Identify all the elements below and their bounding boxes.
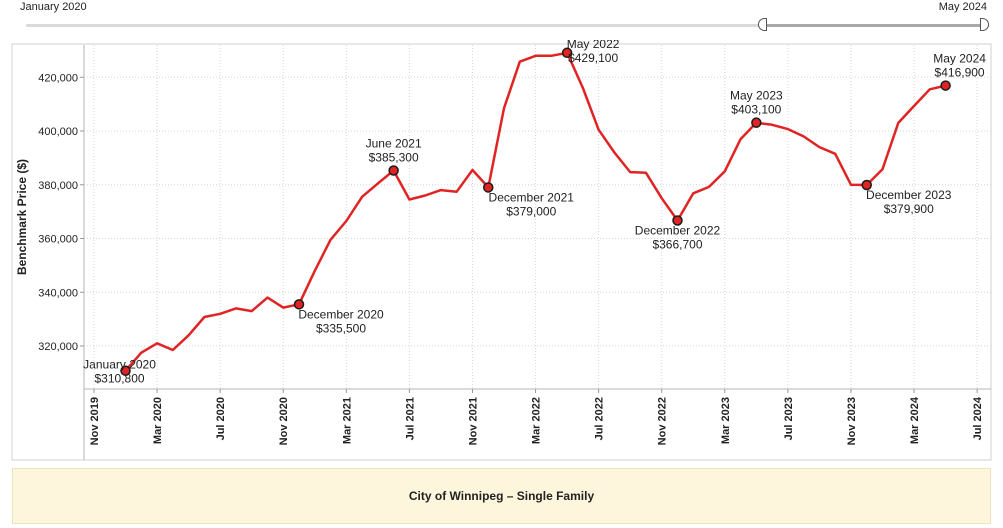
- annotation-marker: [561, 47, 573, 59]
- annotation-marker: [861, 179, 872, 191]
- chart-frame: [11, 43, 992, 461]
- annotation-price: $403,100: [731, 103, 781, 117]
- date-range-slider-selection: [762, 24, 984, 27]
- x-tick-label: Jul 2024: [972, 396, 984, 440]
- x-tick-label: Jul 2023: [783, 397, 795, 440]
- y-tick-label: 360,000: [38, 234, 78, 246]
- region-title-panel: City of Winnipeg – Single Family: [12, 468, 991, 524]
- y-axis-title: Benchmark Price ($): [15, 159, 29, 275]
- y-tick-label: 420,000: [38, 72, 78, 84]
- annotation-price: $379,000: [506, 204, 556, 218]
- y-tick-label: 320,000: [38, 341, 78, 353]
- annotation-month: December 2023: [866, 188, 952, 202]
- annotation-month: December 2021: [489, 190, 575, 204]
- x-tick-label: Mar 2024: [909, 396, 921, 444]
- annotation-marker: [120, 365, 131, 376]
- x-tick-label: Jul 2022: [594, 397, 606, 440]
- date-range-slider-track[interactable]: [26, 24, 986, 27]
- x-tick-label: Nov 2023: [846, 397, 858, 445]
- annotation-price: $310,800: [95, 372, 145, 386]
- annotation-marker: [483, 182, 494, 193]
- annotation-price: $335,500: [316, 321, 366, 335]
- annotation-price: $366,700: [652, 237, 702, 251]
- slider-end-label: May 2024: [938, 1, 987, 13]
- slider-start-label: January 2020: [20, 1, 87, 13]
- x-tick-label: Nov 2019: [89, 397, 101, 445]
- slider-end-handle[interactable]: [980, 18, 989, 31]
- y-tick-label: 380,000: [38, 180, 78, 192]
- annotation-marker: [940, 80, 951, 91]
- annotation-month: December 2022: [635, 223, 721, 237]
- price-line: [124, 51, 946, 372]
- annotation-price: $416,900: [935, 66, 985, 80]
- y-tick-label: 340,000: [38, 287, 78, 299]
- annotation-month: December 2020: [298, 307, 384, 321]
- annotation-marker: [293, 299, 305, 310]
- x-tick-label: Nov 2022: [657, 397, 669, 445]
- annotation-month: May 2023: [730, 89, 783, 103]
- x-tick-label: Jul 2020: [215, 397, 227, 440]
- x-tick-label: Mar 2020: [152, 397, 164, 444]
- y-tick-label: 400,000: [38, 126, 78, 138]
- annotation-month: May 2022: [567, 40, 620, 51]
- annotation-price: $385,300: [369, 151, 419, 165]
- slider-start-handle[interactable]: [758, 18, 767, 31]
- annotation-marker: [388, 165, 399, 176]
- x-tick-label: Jul 2021: [404, 397, 416, 440]
- region-title: City of Winnipeg – Single Family: [408, 489, 595, 503]
- x-tick-label: Nov 2021: [467, 397, 479, 445]
- x-tick-label: Nov 2020: [278, 397, 290, 445]
- x-tick-label: Mar 2022: [531, 397, 543, 444]
- annotation-marker: [672, 215, 683, 226]
- annotation-price: $429,100: [568, 51, 618, 65]
- x-tick-label: Mar 2023: [720, 397, 732, 444]
- annotation-month: May 2024: [933, 52, 986, 66]
- price-line-chart: 320,000 340,000 360,000 380,000 400,000 420,0…: [11, 40, 992, 461]
- annotation-marker: [751, 117, 762, 128]
- annotation-month: June 2021: [366, 137, 422, 151]
- x-tick-label: Mar 2021: [341, 397, 353, 444]
- annotation-month: January 2020: [83, 358, 156, 372]
- annotation-price: $379,900: [884, 202, 934, 216]
